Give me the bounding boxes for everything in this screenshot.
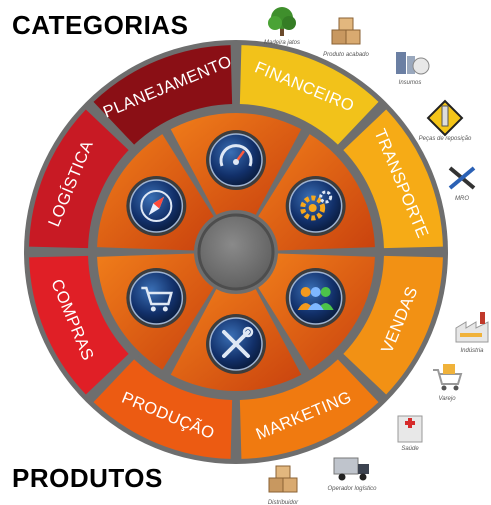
category-segment-5[interactable]	[29, 255, 129, 395]
category-segment-3[interactable]	[239, 359, 379, 459]
product-item[interactable]: Operador logístico	[327, 457, 377, 492]
shopping-cart-button[interactable]	[126, 268, 187, 328]
products-heading: PRODUTOS	[12, 463, 163, 493]
product-label: Insumos	[399, 80, 422, 86]
product-item[interactable]: Indústria	[455, 312, 489, 354]
shopping-cart-icon	[141, 286, 173, 312]
tools-button[interactable]	[206, 314, 266, 374]
truck-icon	[333, 457, 369, 481]
product-label: Indústria	[460, 348, 484, 354]
category-segment-6[interactable]	[29, 109, 129, 249]
factory-icon	[455, 312, 489, 343]
category-segment-1[interactable]	[343, 109, 443, 249]
box-stack-icon	[268, 465, 298, 493]
boxes-icon	[331, 17, 361, 45]
tree-icon	[268, 7, 296, 36]
product-item[interactable]: Saúde	[397, 415, 423, 452]
product-label: MRO	[455, 196, 469, 202]
product-label: Peças de reposição	[419, 136, 472, 142]
materials-icon	[396, 52, 430, 75]
product-item[interactable]: Varejo	[433, 364, 463, 402]
product-label: Distribuidor	[268, 500, 299, 505]
product-item[interactable]: Distribuidor	[268, 465, 299, 505]
product-label: Operador logístico	[327, 486, 377, 492]
product-item[interactable]: Insumos	[396, 52, 430, 86]
compass-icon	[140, 190, 173, 222]
product-label: Saúde	[401, 446, 419, 452]
category-segment-2[interactable]	[343, 255, 443, 395]
people-button[interactable]	[285, 268, 346, 328]
product-item[interactable]: Madeira jatos	[264, 7, 300, 46]
hospital-icon	[397, 415, 423, 443]
product-item[interactable]: Produto acabado	[323, 17, 370, 58]
product-label: Produto acabado	[323, 52, 369, 58]
tools-icon	[222, 326, 254, 358]
gears-icon	[300, 190, 333, 221]
tools-icon	[448, 166, 476, 190]
speedometer-icon	[219, 144, 253, 167]
people-icon	[297, 287, 334, 310]
speedometer-button[interactable]	[206, 130, 266, 190]
product-item[interactable]: MRO	[448, 166, 476, 202]
cart-icon	[433, 364, 463, 391]
wheel-hub	[197, 213, 275, 291]
product-item[interactable]: Peças de reposição	[419, 99, 472, 142]
gears-button[interactable]	[285, 176, 346, 236]
product-label: Varejo	[438, 396, 456, 402]
spark-plug-icon	[426, 99, 464, 137]
category-segment-0[interactable]	[239, 45, 379, 145]
category-segment-7[interactable]	[93, 45, 233, 145]
category-segment-4[interactable]	[93, 359, 233, 459]
compass-button[interactable]	[126, 176, 187, 236]
categories-heading: CATEGORIAS	[12, 10, 189, 40]
product-label: Madeira jatos	[264, 40, 300, 46]
